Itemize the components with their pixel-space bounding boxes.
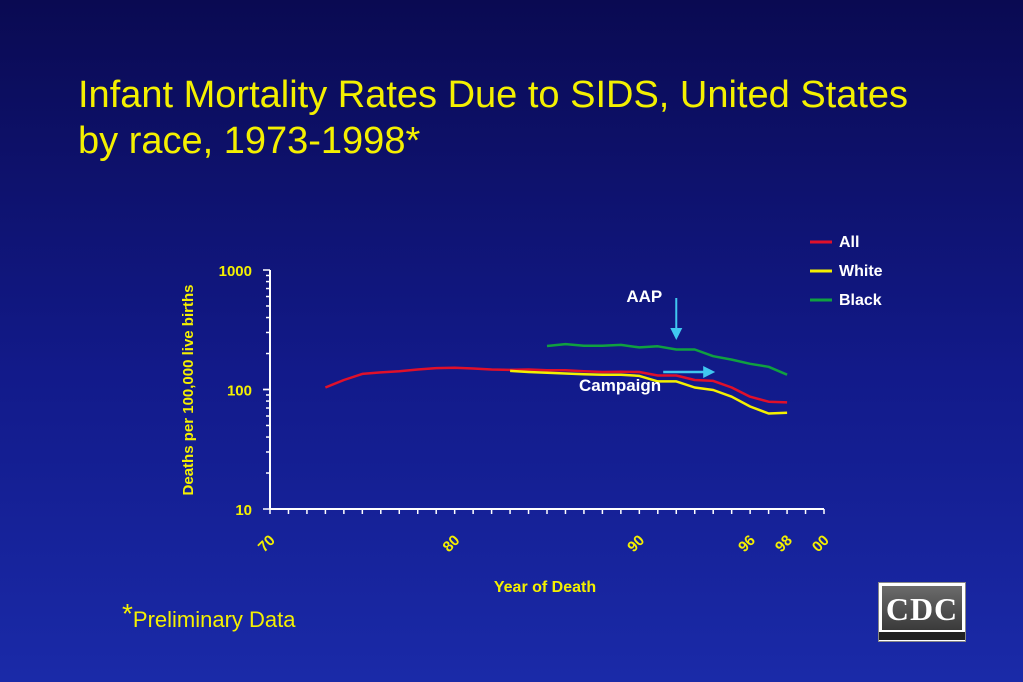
x-tick-label: 00 <box>809 532 833 556</box>
legend-label-all: All <box>839 234 859 251</box>
cdc-logo-plate: CDC <box>882 586 962 630</box>
campaign-annotation-label: Campaign <box>579 376 661 395</box>
cdc-logo-tagline-bar <box>879 632 965 640</box>
x-axis-label: Year of Death <box>494 579 596 596</box>
cdc-logo: CDC <box>878 582 966 642</box>
series-line-all <box>324 366 788 404</box>
chart-annotations: AAP Campaign <box>579 287 716 395</box>
x-tick-label: 96 <box>735 532 759 556</box>
aap-annotation-label: AAP <box>626 287 662 306</box>
legend-label-black: Black <box>839 292 882 309</box>
x-tick-label: 80 <box>440 532 464 556</box>
y-tick-label: 1000 <box>219 263 252 280</box>
chart-series <box>324 342 788 415</box>
slide-title: Infant Mortality Rates Due to SIDS, Unit… <box>78 74 909 162</box>
series-line-black <box>546 342 788 376</box>
y-tick-label: 100 <box>227 383 252 400</box>
campaign-arrow-head <box>703 366 716 378</box>
cdc-logo-text: CDC <box>885 591 959 627</box>
chart-legend: All White Black <box>810 234 883 309</box>
footnote-text: Preliminary Data <box>132 607 296 632</box>
aap-arrow-head <box>670 328 683 340</box>
x-tick-label: 98 <box>772 532 796 556</box>
y-axis-label: Deaths per 100,000 live births <box>180 285 197 496</box>
legend-label-white: White <box>839 263 883 280</box>
series-line-white <box>510 369 788 415</box>
x-tick-label: 90 <box>624 532 648 556</box>
y-tick-label: 10 <box>235 502 252 519</box>
footnote: *Preliminary Data <box>122 598 296 633</box>
x-tick-label: 70 <box>255 532 279 556</box>
chart-axes: 10 100 1000 70 80 90 96 98 00 <box>219 263 833 556</box>
footnote-star: * <box>122 598 133 629</box>
